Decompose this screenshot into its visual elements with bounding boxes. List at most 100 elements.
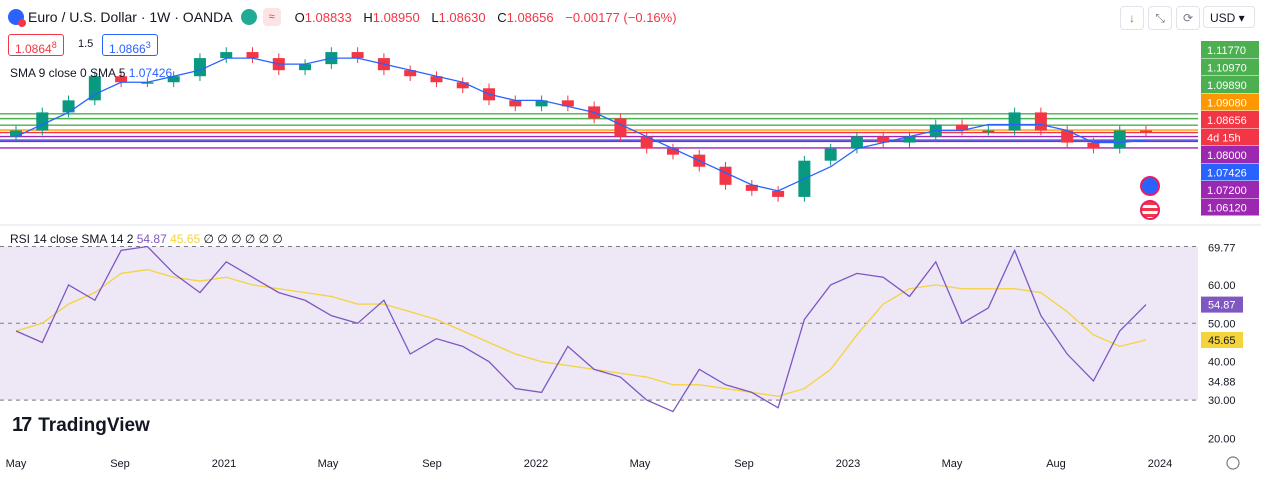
x-tick-label-6: May xyxy=(630,458,651,470)
candle-body-17[interactable] xyxy=(456,82,469,89)
candle-body-40[interactable] xyxy=(1061,130,1074,143)
x-tick-label-4: Sep xyxy=(422,458,442,470)
price-label-bg-6 xyxy=(1201,146,1259,163)
candle-body-37[interactable] xyxy=(982,130,995,133)
x-tick-label-2: 2021 xyxy=(212,458,236,470)
rsi-label: RSI 14 close SMA 14 2 xyxy=(10,232,134,246)
candle-body-6[interactable] xyxy=(167,76,180,83)
candle-body-43[interactable] xyxy=(1140,130,1152,133)
candle-body-5[interactable] xyxy=(141,82,154,84)
candle-body-42[interactable] xyxy=(1113,130,1126,149)
price-label-bg-8 xyxy=(1201,181,1259,198)
x-tick-label-1: Sep xyxy=(110,458,130,470)
rsi-axis-label-0: 69.77 xyxy=(1208,242,1236,254)
candle-body-7[interactable] xyxy=(193,58,206,77)
candle-body-15[interactable] xyxy=(404,70,417,77)
tradingview-mark-icon: 17 xyxy=(12,414,32,436)
rsi-pane xyxy=(0,245,1198,413)
price-label-bg-3 xyxy=(1201,93,1259,111)
price-label-bg-1 xyxy=(1201,58,1259,76)
price-label-4: 1.08656 xyxy=(1207,115,1247,127)
tradingview-logo: 17 TradingView xyxy=(12,414,150,437)
currency-select[interactable]: USD ▾ xyxy=(1203,6,1255,28)
logo-text: TradingView xyxy=(38,414,150,436)
price-label-2: 1.09890 xyxy=(1207,80,1247,92)
candle-body-21[interactable] xyxy=(561,100,574,107)
candle-body-39[interactable] xyxy=(1034,112,1047,131)
close-label: C xyxy=(497,9,507,25)
candle-body-28[interactable] xyxy=(745,184,758,191)
rsi-line[interactable] xyxy=(15,245,1147,413)
settings-gear-icon[interactable] xyxy=(1226,456,1240,470)
price-label-bg-2 xyxy=(1201,76,1259,93)
candle-body-16[interactable] xyxy=(430,76,443,83)
price-label-8: 1.07200 xyxy=(1207,185,1247,197)
ohlc-values: O1.08833 H1.08950 L1.08630 C1.08656 −0.0… xyxy=(295,10,677,25)
sma-line[interactable] xyxy=(15,57,1147,192)
candle-body-23[interactable] xyxy=(614,118,627,137)
candle-body-19[interactable] xyxy=(509,100,522,107)
euro-flag-icon xyxy=(8,9,26,27)
chart-header: Euro / U.S. Dollar · 1W · OANDA ≈ O1.088… xyxy=(8,4,677,30)
candle-body-24[interactable] xyxy=(640,136,653,149)
price-label-5: 4d 15h xyxy=(1207,133,1241,145)
sma-legend[interactable]: SMA 9 close 0 SMA 5 1.07426 xyxy=(10,66,172,80)
candle-body-11[interactable] xyxy=(299,64,312,71)
sma-value: 1.07426 xyxy=(128,66,173,80)
rsi-label-bg-2 xyxy=(1201,296,1243,313)
candle-body-9[interactable] xyxy=(246,52,259,59)
spread-value: 1.5 xyxy=(78,38,94,50)
candle-body-31[interactable] xyxy=(824,148,837,161)
rsi-value: 54.87 xyxy=(136,232,167,246)
eu-event-icon[interactable] xyxy=(1140,176,1160,196)
x-tick-label-8: 2023 xyxy=(836,458,860,470)
rsi-axis-label-5: 40.00 xyxy=(1208,357,1236,369)
rsi-axis-label-1: 60.00 xyxy=(1208,280,1236,292)
price-label-6: 1.08000 xyxy=(1207,150,1247,162)
price-label-bg-5 xyxy=(1201,128,1259,146)
candle-body-27[interactable] xyxy=(719,166,732,185)
rsi-legend[interactable]: RSI 14 close SMA 14 2 54.87 45.65 ∅ ∅ ∅ … xyxy=(10,232,283,246)
time-axis: May Sep 2021 May Sep 2022 May Sep 2023 May Aug 2024 xyxy=(6,456,1240,470)
price-label-bg-9 xyxy=(1201,198,1259,216)
candle-body-41[interactable] xyxy=(1087,142,1100,149)
rsi-axis-label-3: 50.00 xyxy=(1208,318,1236,330)
candle-body-20[interactable] xyxy=(535,100,548,107)
candle-body-33[interactable] xyxy=(877,136,890,143)
rsi-axis-label-2: 54.87 xyxy=(1208,300,1236,312)
x-tick-label-11: 2024 xyxy=(1148,458,1172,470)
candle-body-25[interactable] xyxy=(666,148,679,155)
market-status-icon[interactable] xyxy=(240,9,257,25)
arrow-down-icon[interactable]: ↓ xyxy=(1120,6,1144,30)
price-label-bg-7 xyxy=(1201,163,1259,181)
price-label-3: 1.09080 xyxy=(1207,98,1247,110)
sell-button[interactable]: 1.08648 xyxy=(8,34,64,56)
high-label: H xyxy=(363,9,373,25)
rsi-axis-label-7: 30.00 xyxy=(1208,395,1236,407)
candle-body-29[interactable] xyxy=(772,190,785,197)
price-axis: 1.11770 1.10970 1.09890 1.09080 1.08656 4d 15… xyxy=(1201,41,1259,445)
refresh-icon[interactable]: ⟳ xyxy=(1176,6,1200,30)
candle-body-13[interactable] xyxy=(351,52,364,59)
candle-body-34[interactable] xyxy=(903,136,916,143)
low-value: 1.08630 xyxy=(438,9,486,25)
candle-body-4[interactable] xyxy=(115,76,128,83)
us-event-icon[interactable] xyxy=(1140,200,1160,220)
candle-body-1[interactable] xyxy=(36,112,49,131)
candle-body-36[interactable] xyxy=(956,124,969,131)
candle-body-3[interactable] xyxy=(88,76,101,101)
compare-icon[interactable]: ≈ xyxy=(262,8,281,26)
candle-body-0[interactable] xyxy=(10,130,22,137)
collapse-icon[interactable]: ⤡ xyxy=(1148,6,1172,30)
x-tick-label-3: May xyxy=(318,458,339,470)
buy-button[interactable]: 1.08663 xyxy=(102,34,158,56)
rsi-sma-line[interactable] xyxy=(15,268,1147,397)
sma-label: SMA 9 close 0 SMA 5 xyxy=(10,66,126,80)
symbol-title[interactable]: Euro / U.S. Dollar · 1W · OANDA xyxy=(28,9,233,25)
candle-body-38[interactable] xyxy=(1008,112,1021,131)
rsi-axis-label-6: 34.88 xyxy=(1208,376,1236,388)
candle-body-2[interactable] xyxy=(62,100,75,113)
candle-body-8[interactable] xyxy=(220,52,233,59)
candle-body-32[interactable] xyxy=(850,136,863,149)
